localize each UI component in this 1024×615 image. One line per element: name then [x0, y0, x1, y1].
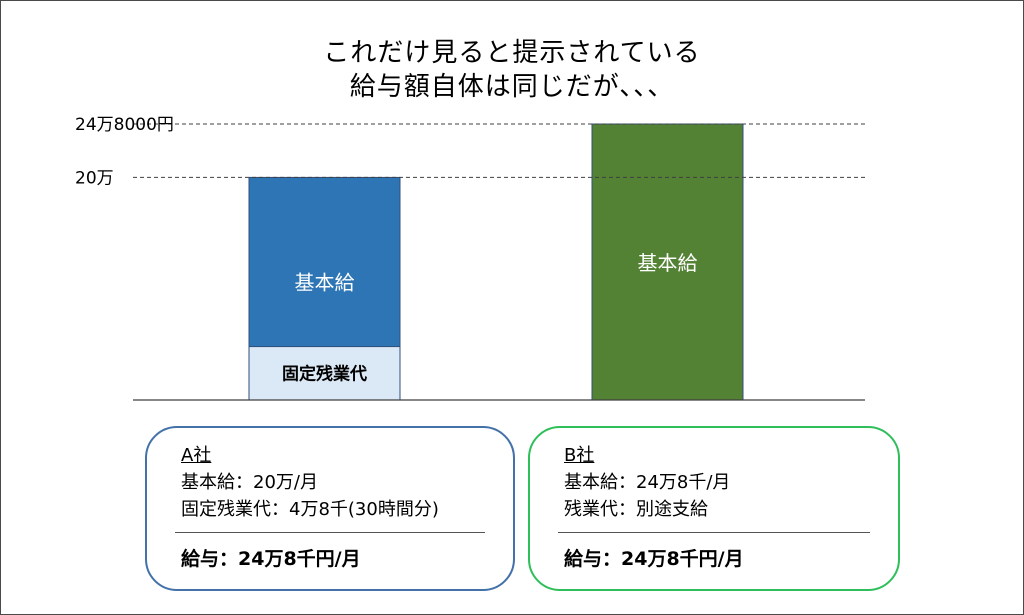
company-b-divider [558, 532, 870, 533]
company-a-divider [175, 532, 485, 533]
title-line-1: これだけ見ると提示されている [323, 38, 701, 68]
title-line-2: 給与額自体は同じだが、、、 [349, 72, 675, 102]
company-a-name: A社 [181, 445, 212, 466]
company-a-salary: 給与：24万8千円/月 [181, 548, 361, 570]
company-b-base-salary: 基本給：24万8千/月 [564, 472, 731, 493]
company-b-salary: 給与：24万8千円/月 [564, 548, 744, 570]
company-a-card: A社 基本給：20万/月 固定残業代：4万8千(30時間分) 給与：24万8千円… [145, 426, 515, 591]
company-a-fixed-overtime: 固定残業代：4万8千(30時間分) [181, 499, 439, 520]
reference-label-2: 20万 [75, 168, 114, 188]
company-b-name: B社 [564, 445, 595, 466]
slide-title: これだけ見ると提示されている 給与額自体は同じだが、、、 [0, 36, 1024, 104]
bar-label-b-base-salary: 基本給 [638, 251, 698, 275]
bar-label-a-base-salary: 基本給 [295, 270, 355, 294]
bar-a-fixed-overtime [248, 346, 401, 401]
bar-label-a-fixed-overtime: 固定残業代 [282, 363, 367, 384]
company-b-overtime: 残業代：別途支給 [564, 499, 708, 520]
reference-label-1: 24万8000円 [75, 115, 174, 135]
company-a-base-salary: 基本給：20万/月 [181, 472, 318, 493]
company-b-card: B社 基本給：24万8千/月 残業代：別途支給 給与：24万8千円/月 [528, 426, 900, 591]
